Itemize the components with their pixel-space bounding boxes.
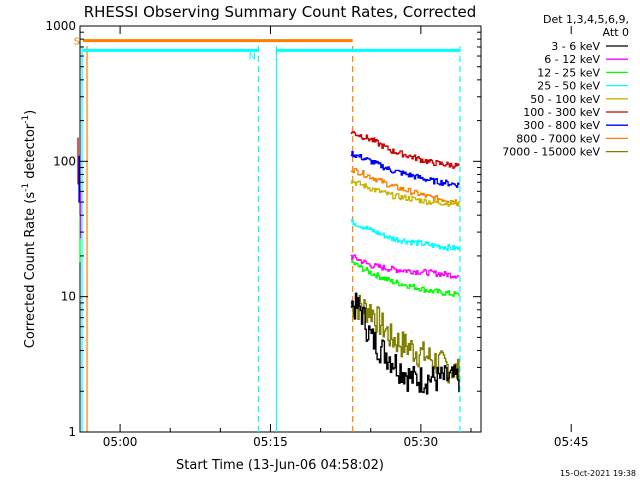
series-line	[350, 151, 460, 188]
timestamp: 15-Oct-2021 19:38	[560, 469, 636, 478]
y-tick-label: 1	[68, 425, 76, 439]
legend-label: 3 - 6 keV	[551, 40, 600, 53]
series-line	[350, 131, 460, 169]
x-axis-label: Start Time (13-Jun-06 04:58:02)	[176, 458, 384, 473]
y-axis-ticks: 1 10 100 1000	[45, 19, 481, 439]
series-line	[350, 254, 460, 279]
flag-label: S	[74, 37, 80, 48]
series-line	[350, 218, 460, 251]
legend-label: 100 - 300 keV	[523, 106, 600, 119]
series-line	[350, 179, 460, 207]
series-line	[350, 258, 460, 297]
legend-label: 300 - 800 keV	[523, 119, 600, 132]
legend-label: 6 - 12 keV	[544, 53, 600, 66]
legend-label: 7000 - 15000 keV	[502, 146, 600, 159]
status-flags: SN	[74, 37, 460, 62]
legend-label: 25 - 50 keV	[537, 80, 600, 93]
legend-label: 12 - 25 keV	[537, 66, 600, 79]
chart-title: RHESSI Observing Summary Count Rates, Co…	[84, 3, 477, 21]
legend-header-2: Att 0	[603, 26, 629, 39]
x-tick-label: 05:15	[253, 435, 288, 449]
legend-header-1: Det 1,3,4,5,6,9,	[543, 13, 629, 26]
legend-label: 50 - 100 keV	[530, 93, 600, 106]
y-tick-label: 100	[53, 154, 76, 168]
x-tick-label: 05:45	[554, 435, 589, 449]
x-tick-label: 05:30	[404, 435, 439, 449]
legend-label: 800 - 7000 keV	[516, 132, 600, 145]
series-line	[350, 167, 460, 205]
series-line	[350, 294, 460, 389]
y-axis-label: Corrected Count Rate (s-1 detector-1)	[21, 110, 38, 348]
series-line	[350, 292, 460, 395]
series-lines	[350, 131, 460, 395]
y-tick-label: 10	[61, 290, 76, 304]
y-tick-label: 1000	[45, 19, 76, 33]
flag-label: N	[248, 51, 255, 62]
x-tick-label: 05:00	[103, 435, 138, 449]
